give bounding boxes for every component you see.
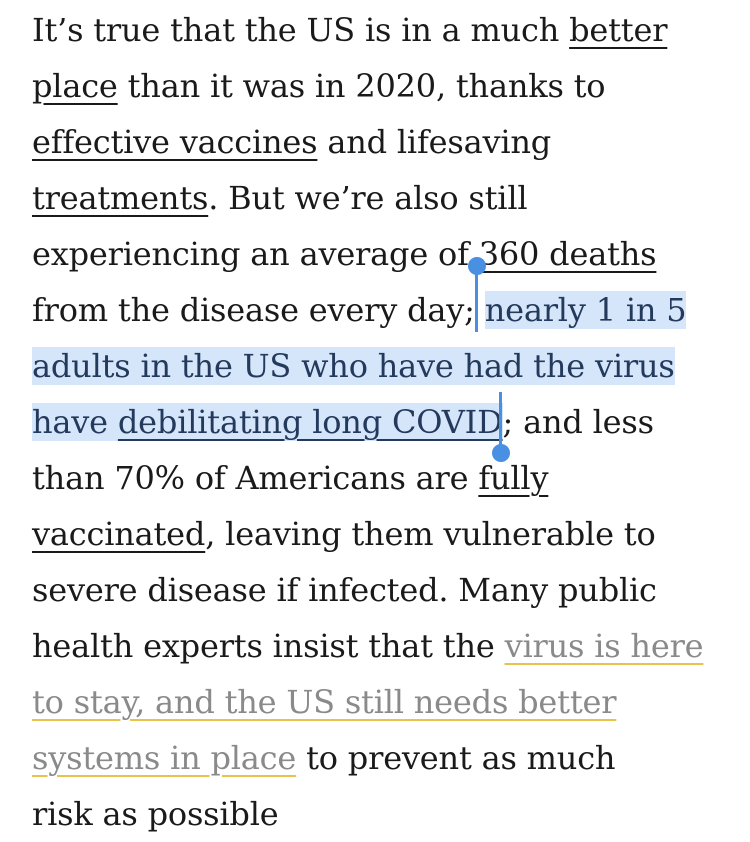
body-text: risk as possible — [32, 795, 279, 833]
text-line: treatments. But we’re also still — [32, 170, 732, 226]
selected-text[interactable]: adults in the US who have had the virus — [32, 347, 675, 385]
virus-here-to-stay-link[interactable]: to stay, and the US still needs better — [32, 683, 617, 721]
body-text: ; and less — [502, 403, 655, 441]
text-line: place than it was in 2020, thanks to — [32, 58, 732, 114]
better-place-link[interactable]: better — [569, 11, 668, 49]
body-text: , leaving them vulnerable to — [205, 515, 656, 553]
deaths-link[interactable]: 360 deaths — [478, 235, 657, 273]
text-line: to stay, and the US still needs better — [32, 674, 732, 730]
text-line: risk as possible — [32, 786, 732, 842]
virus-here-to-stay-link[interactable]: virus is here — [504, 627, 704, 665]
text-line: adults in the US who have had the virus — [32, 338, 732, 394]
body-text: severe disease if infected. Many public — [32, 571, 657, 609]
selection-start-caret[interactable] — [475, 270, 478, 332]
treatments-link[interactable]: treatments — [32, 179, 209, 217]
fully-vaccinated-link[interactable]: vaccinated — [32, 515, 206, 553]
text-line: severe disease if infected. Many public — [32, 562, 732, 618]
body-text: It’s true that the US is in a much — [32, 11, 570, 49]
selection-start-handle-icon[interactable] — [468, 257, 486, 275]
virus-here-to-stay-link[interactable]: systems in place — [32, 739, 297, 777]
article-body: It’s true that the US is in a much bette… — [32, 2, 732, 842]
selected-text[interactable]: nearly 1 in 5 — [484, 291, 687, 329]
better-place-link[interactable]: place — [32, 67, 118, 105]
fully-vaccinated-link[interactable]: fully — [478, 459, 549, 497]
text-line: health experts insist that the virus is … — [32, 618, 732, 674]
body-text: than 70% of Americans are — [32, 459, 479, 497]
body-text: from the disease every day; — [32, 291, 485, 329]
text-line: effective vaccines and lifesaving — [32, 114, 732, 170]
body-text: than it was in 2020, thanks to — [117, 67, 606, 105]
selection-end-caret[interactable] — [499, 392, 502, 448]
long-covid-link[interactable]: debilitating long COVID — [117, 403, 503, 441]
body-text: health experts insist that the — [32, 627, 505, 665]
body-text: to prevent as much — [296, 739, 616, 777]
effective-vaccines-link[interactable]: effective vaccines — [32, 123, 318, 161]
text-line: from the disease every day; nearly 1 in … — [32, 282, 732, 338]
body-text: have — [32, 403, 118, 441]
selection-end-handle-icon[interactable] — [492, 444, 510, 462]
text-line: have debilitating long COVID; and less — [32, 394, 732, 450]
text-line: than 70% of Americans are fully — [32, 450, 732, 506]
body-text: and lifesaving — [317, 123, 552, 161]
body-text: experiencing an average of — [32, 235, 479, 273]
text-line: experiencing an average of 360 deaths — [32, 226, 732, 282]
text-line: It’s true that the US is in a much bette… — [32, 2, 732, 58]
text-line: vaccinated, leaving them vulnerable to — [32, 506, 732, 562]
selected-text[interactable]: have debilitating long COVID — [32, 403, 503, 441]
body-text: . But we’re also still — [208, 179, 528, 217]
text-line: systems in place to prevent as much — [32, 730, 732, 786]
